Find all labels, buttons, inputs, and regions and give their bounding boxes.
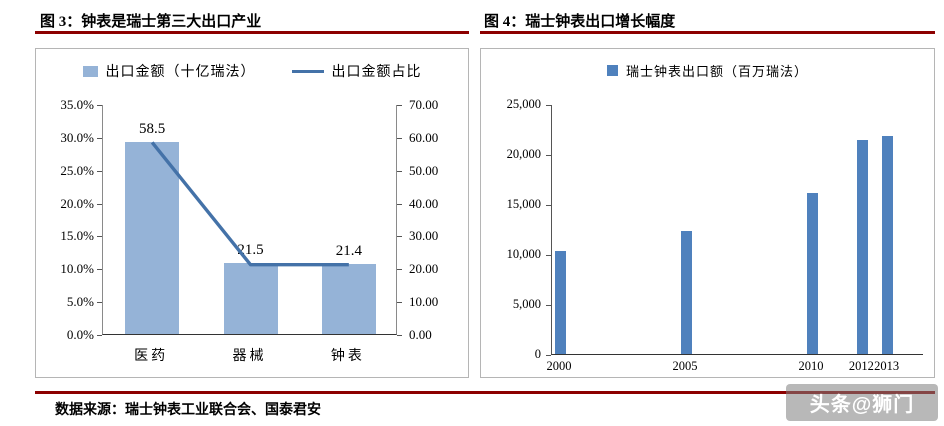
figure4-tickmark (546, 155, 551, 156)
figure3-bar-value-label: 21.4 (335, 242, 362, 259)
figure4-legend-label: 瑞士钟表出口额（百万瑞法） (625, 64, 808, 79)
figure3-left-tickmark (97, 236, 102, 238)
figure4-tickmark (546, 305, 551, 306)
figure3-right-tick-label: 70.00 (409, 97, 439, 112)
figure3-category-label: 钟表 (330, 349, 365, 364)
figure3-right-axis-ticks: 70.00 60.00 50.00 40.00 30.00 20.00 10.00 0.00 (405, 97, 465, 342)
figure4-bar (554, 251, 566, 354)
figure3-legend-line-item: 出口金额占比 (291, 61, 422, 81)
figure3-category-label: 医药 (134, 349, 169, 364)
figure4-x-axis-labels: 2000 2005 2010 2012 2013 (547, 359, 923, 377)
figure3-legend-bar-label: 出口金额（十亿瑞法） (105, 65, 256, 80)
figure3-right-tickmark (397, 137, 402, 139)
figure3-right-tickmark (397, 236, 402, 238)
figure4-tickmark (546, 205, 551, 206)
figure3-right-tick-label: 10.00 (409, 294, 439, 310)
figure4-ytick-label: 5,000 (512, 297, 541, 311)
figure4-xtick-label: 2013 (874, 359, 900, 373)
watermark-badge: 头条@狮门 (786, 384, 938, 421)
figure3-left-tickmark (97, 269, 102, 271)
figure3-chart-box: 出口金额（十亿瑞法） 出口金额占比 35.0% 30.0% 25.0% 20.0% 15… (35, 48, 469, 378)
data-source-note: 数据来源：瑞士钟表工业联合会、国泰君安 (55, 403, 321, 418)
figure3-right-tickmark (397, 302, 402, 304)
figure4-title: 图 4：瑞士钟表出口增长幅度 (484, 14, 676, 30)
figure4-legend-item: 瑞士钟表出口额（百万瑞法） (606, 61, 808, 80)
figure3-title-rule (35, 31, 469, 34)
figure3-plot-area: 58.5 21.5 21.4 (97, 105, 402, 336)
figure4-ytick-label: 20,000 (506, 147, 541, 161)
figure4-legend-swatch-icon (606, 65, 618, 76)
figure3-right-tickmark (397, 170, 402, 172)
figure3-bar (321, 263, 376, 334)
figure4-title-rule (480, 31, 935, 34)
figure3-category-axis: 医药 器械 钟表 (102, 345, 397, 365)
figure3-left-tick-label: 0.0% (66, 327, 94, 342)
figure3-left-tick-label: 5.0% (66, 294, 94, 310)
figure4-xtick-label: 2012 (848, 359, 874, 373)
figure3-left-tickmark (97, 137, 102, 139)
figure3-right-tickmark (397, 269, 402, 271)
figure4-bar (680, 231, 692, 354)
figure3-left-tick-label: 20.0% (60, 195, 94, 211)
figure3-bar (125, 141, 180, 334)
figure3-right-tickmark (397, 203, 402, 205)
figure4-plot-area (546, 105, 923, 356)
figure3-right-tick-label: 60.00 (409, 129, 439, 145)
figure3-right-tick-label: 40.00 (409, 195, 439, 211)
figure3-left-tickmark (97, 335, 102, 336)
figure3-legend: 出口金额（十亿瑞法） 出口金额占比 (36, 61, 468, 81)
figure4-tickmark (546, 255, 551, 256)
figure3-left-tickmark (97, 203, 102, 205)
figure4-bar (882, 136, 894, 354)
figure4-bar (856, 140, 868, 354)
figure3-left-tick-label: 30.0% (60, 129, 94, 145)
figure4-ytick-label: 10,000 (506, 247, 541, 261)
figure3-right-tick-label: 0.00 (409, 327, 432, 342)
figure3-bar-value-label: 58.5 (139, 120, 166, 137)
figure3-right-tickmark (397, 335, 402, 336)
figure3-left-tickmark (97, 170, 102, 172)
figure3-bar (223, 263, 278, 334)
figure3-left-tickmark (97, 302, 102, 304)
figure4-ytick-label: 25,000 (506, 97, 541, 111)
figure3-right-tickmark (397, 105, 402, 106)
figure3-left-axis-ticks: 35.0% 30.0% 25.0% 20.0% 15.0% 10.0% 5.0% 0.0% (42, 97, 96, 342)
figure3-right-tick-label: 50.00 (409, 162, 439, 178)
figure3-title: 图 3：钟表是瑞士第三大出口产业 (40, 14, 262, 30)
figure3-left-tickmark (97, 105, 102, 106)
figure3-legend-bar-swatch-icon (82, 65, 98, 77)
figure4-ytick-label: 15,000 (506, 197, 541, 211)
figure4-bar (806, 193, 818, 354)
figure4-xtick-label: 2005 (672, 359, 698, 373)
figure4-tickmark (546, 355, 551, 356)
figure3-category-label: 器械 (232, 349, 267, 364)
figure3-legend-line-label: 出口金额占比 (331, 65, 422, 80)
figure3-bar-value-label: 21.5 (237, 242, 264, 259)
figure3-legend-line-swatch-icon (291, 69, 324, 73)
figure4-ytick-label: 0 (534, 347, 541, 361)
figure4-xtick-label: 2000 (546, 359, 572, 373)
watermark-text: 头条@狮门 (809, 394, 915, 416)
figure3-right-tick-label: 30.00 (409, 228, 439, 244)
figure3-left-tick-label: 15.0% (60, 228, 94, 244)
figure3-left-tick-label: 10.0% (60, 261, 94, 277)
figure4-chart-box: 瑞士钟表出口额（百万瑞法） 25,000 20,000 15,000 10,000 5,… (480, 48, 935, 378)
figure4-y-axis-ticks: 25,000 20,000 15,000 10,000 5,000 0 (487, 97, 543, 361)
figure4-xtick-label: 2010 (798, 359, 824, 373)
figure4-legend: 瑞士钟表出口额（百万瑞法） (481, 61, 934, 80)
figure4-tickmark (546, 105, 551, 106)
footer-rule (35, 391, 935, 394)
figure3-legend-bar-item: 出口金额（十亿瑞法） (82, 61, 256, 81)
figure3-right-tick-label: 20.00 (409, 261, 439, 277)
figure3-left-tick-label: 35.0% (60, 97, 94, 112)
figure3-left-tick-label: 25.0% (60, 162, 94, 178)
